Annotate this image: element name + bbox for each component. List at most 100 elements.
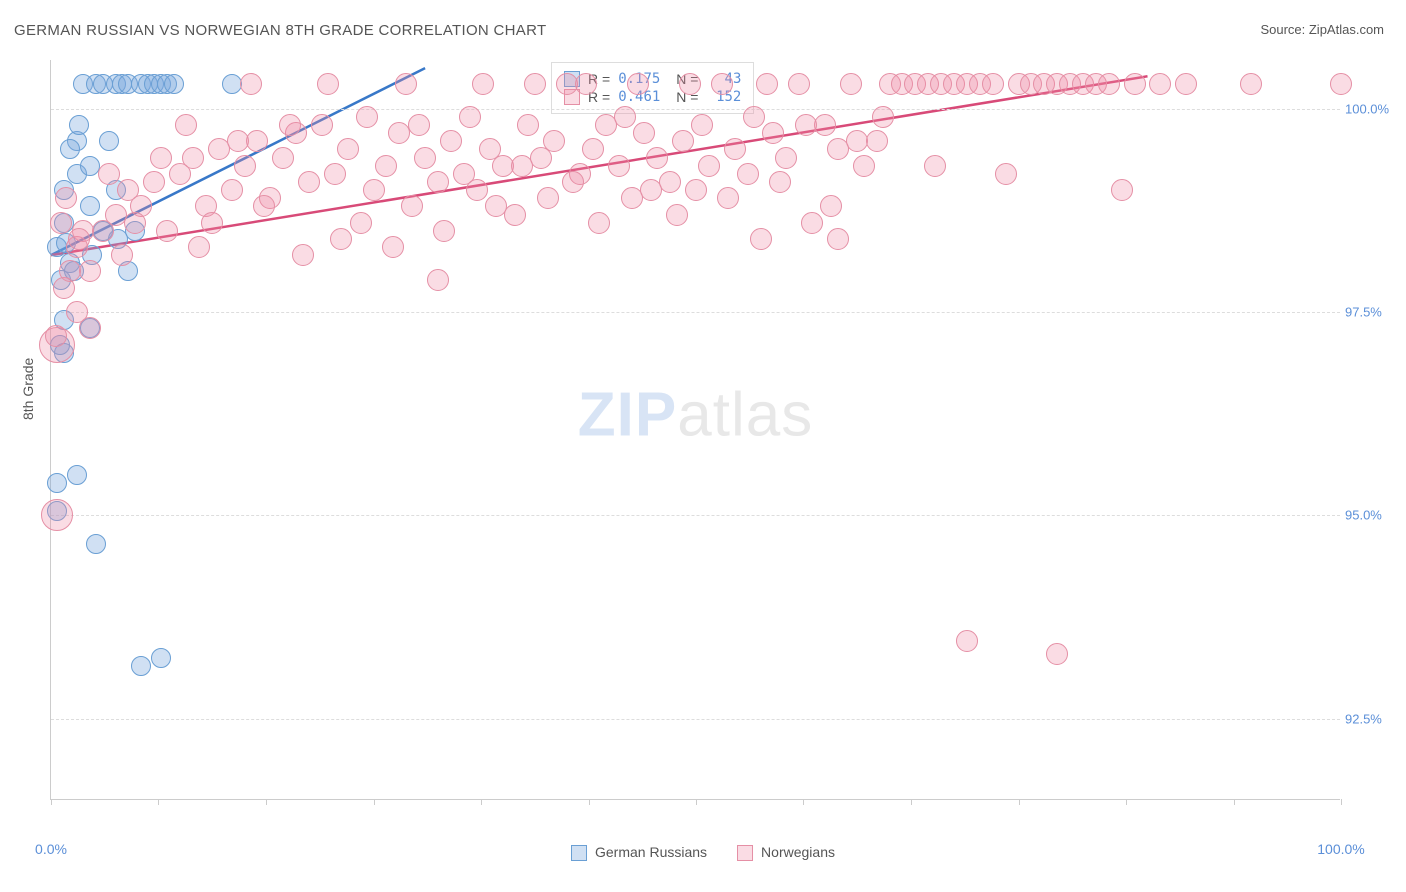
legend-swatch [737,845,753,861]
data-point [330,228,352,250]
data-point [414,147,436,169]
data-point [363,179,385,201]
data-point [68,228,90,250]
data-point [151,648,171,668]
gridline [51,515,1340,516]
y-tick-label: 100.0% [1345,101,1395,116]
data-point [666,204,688,226]
x-tick [1126,799,1127,805]
data-point [375,155,397,177]
data-point [156,220,178,242]
data-point [324,163,346,185]
data-point [298,171,320,193]
data-point [956,630,978,652]
data-point [724,138,746,160]
data-point [47,473,67,493]
data-point [537,187,559,209]
legend-item: German Russians [571,844,707,861]
x-tick [266,799,267,805]
data-point [762,122,784,144]
data-point [866,130,888,152]
gridline [51,719,1340,720]
data-point [691,114,713,136]
data-point [1098,73,1120,95]
data-point [524,73,546,95]
data-point [775,147,797,169]
data-point [1149,73,1171,95]
data-point [99,131,119,151]
data-point [504,204,526,226]
x-tick [696,799,697,805]
gridline [51,109,1340,110]
data-point [41,499,73,531]
data-point [627,73,649,95]
legend-item: Norwegians [737,844,835,861]
data-point [67,465,87,485]
chart-title: GERMAN RUSSIAN VS NORWEGIAN 8TH GRADE CO… [14,22,546,39]
data-point [853,155,875,177]
data-point [659,171,681,193]
data-point [485,195,507,217]
data-point [1240,73,1262,95]
y-tick-label: 95.0% [1345,508,1395,523]
data-point [98,163,120,185]
series-legend: German Russians Norwegians [571,844,835,861]
data-point [382,236,404,258]
data-point [1046,643,1068,665]
data-point [80,196,100,216]
data-point [608,155,630,177]
data-point [79,260,101,282]
data-point [59,260,81,282]
data-point [679,73,701,95]
x-tick [1341,799,1342,805]
x-tick [803,799,804,805]
data-point [472,73,494,95]
data-point [995,163,1017,185]
data-point [698,155,720,177]
data-point [788,73,810,95]
data-point [750,228,772,250]
legend-swatch [571,845,587,861]
data-point [337,138,359,160]
data-point [234,155,256,177]
data-point [433,220,455,242]
data-point [640,179,662,201]
data-point [685,179,707,201]
legend-label: Norwegians [761,844,835,860]
data-point [814,114,836,136]
data-point [427,269,449,291]
data-point [440,130,462,152]
x-tick [158,799,159,805]
data-point [711,73,733,95]
data-point [317,73,339,95]
data-point [131,656,151,676]
data-point [79,317,101,339]
data-point [1111,179,1133,201]
gridline [51,312,1340,313]
data-point [646,147,668,169]
data-point [272,147,294,169]
data-point [872,106,894,128]
data-point [182,147,204,169]
data-point [459,106,481,128]
y-tick-label: 97.5% [1345,305,1395,320]
data-point [246,130,268,152]
data-point [227,130,249,152]
data-point [614,106,636,128]
data-point [582,138,604,160]
x-tick-label: 100.0% [1317,841,1364,857]
x-tick [1019,799,1020,805]
data-point [1175,73,1197,95]
data-point [769,171,791,193]
data-point [511,155,533,177]
y-tick-label: 92.5% [1345,711,1395,726]
data-point [924,155,946,177]
data-point [588,212,610,234]
x-tick [51,799,52,805]
x-tick [374,799,375,805]
data-point [164,74,184,94]
data-point [222,74,242,94]
data-point [543,130,565,152]
data-point [55,187,77,209]
data-point [801,212,823,234]
